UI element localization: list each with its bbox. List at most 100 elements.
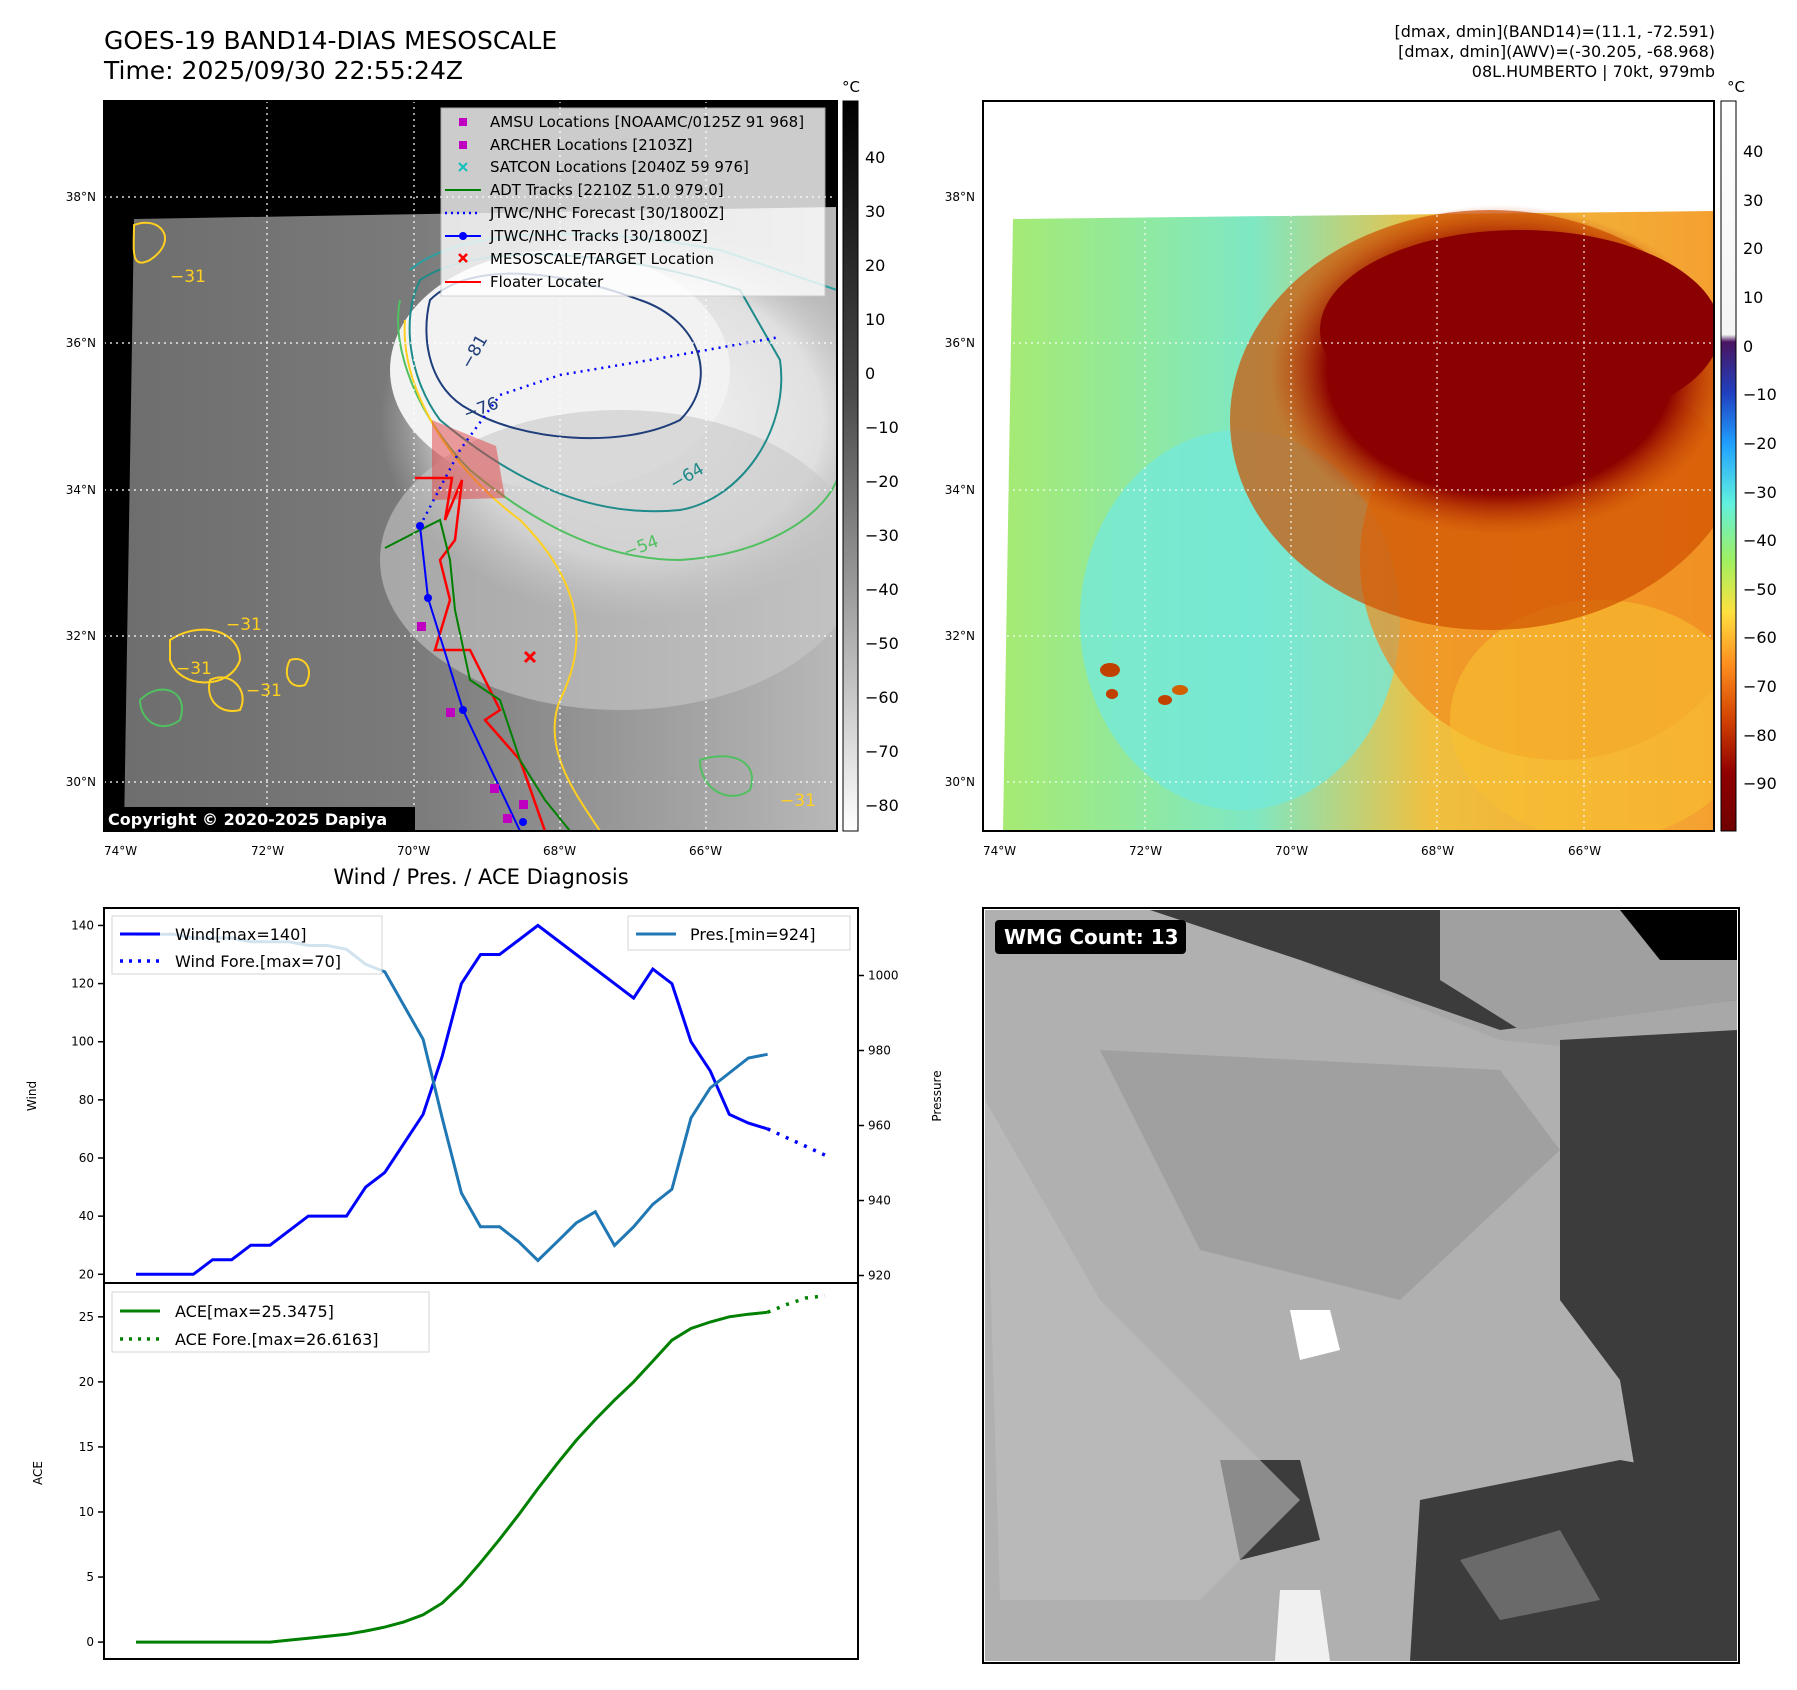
contour-label: −31	[170, 267, 206, 287]
gray-colorbar	[842, 100, 859, 832]
cbar-tick: −60	[865, 688, 899, 707]
figure-time: Time: 2025/09/30 22:55:24Z	[104, 56, 463, 85]
lat-tick: 38°N	[66, 190, 96, 204]
cbar-tick: −40	[1743, 531, 1777, 550]
legend-label: AMSU Locations [NOAAMC/0125Z 91 968]	[490, 113, 804, 131]
wmg-panel	[982, 907, 1740, 1664]
lon-tick: 68°W	[1421, 844, 1454, 858]
cbar-tick: −20	[1743, 434, 1777, 453]
ace-tick-label: 10	[79, 1505, 94, 1519]
cbar-tick: 0	[1743, 337, 1753, 356]
wind-axis-label: Wind	[25, 1081, 39, 1111]
diag-title: Wind / Pres. / ACE Diagnosis	[333, 865, 628, 889]
legend-label: Pres.[min=924]	[690, 925, 815, 944]
cbar-tick: −50	[865, 634, 899, 653]
wind-tick-label: 60	[79, 1151, 94, 1165]
cbar-tick: −70	[1743, 677, 1777, 696]
lat-tick: 34°N	[66, 483, 96, 497]
cbar-tick: 30	[1743, 191, 1763, 210]
storm-info: 08L.HUMBERTO | 70kt, 979mb	[1471, 62, 1715, 81]
cbar-tick: −80	[865, 796, 899, 815]
cbar-tick: 10	[1743, 288, 1763, 307]
contour-label: −31	[246, 681, 282, 701]
lon-tick: 70°W	[1275, 844, 1308, 858]
pres-tick-label: 940	[868, 1194, 891, 1208]
ace-legend: ACE[max=25.3475] ACE Fore.[max=26.6163]	[111, 1291, 430, 1353]
cbar-tick: −80	[1743, 726, 1777, 745]
gray-colorbar-ticks: 40 30 20 10 0 −10 −20 −30 −40 −50 −60 −7…	[865, 148, 899, 815]
legend-marker-target	[458, 253, 468, 263]
legend-label: Wind Fore.[max=70]	[175, 952, 341, 971]
wind-tick-label: 100	[71, 1035, 94, 1049]
cbar-tick: −30	[865, 526, 899, 545]
wind-tick-label: 80	[79, 1093, 94, 1107]
wmg-count-text: WMG Count: 13	[1004, 925, 1179, 949]
figure-title: GOES-19 BAND14-DIAS MESOSCALE	[104, 26, 558, 55]
legend-label: ACE Fore.[max=26.6163]	[175, 1330, 379, 1349]
awv-map-panel	[983, 101, 1714, 831]
legend-marker-archer	[459, 141, 467, 149]
contour-label: −31	[226, 615, 262, 635]
series-line-ace-fore	[766, 1294, 826, 1314]
map2-lon-ticks: 74°W 72°W 70°W 68°W 66°W	[983, 844, 1601, 858]
lat-tick: 30°N	[66, 775, 96, 789]
legend-marker-amsu	[459, 118, 467, 126]
pres-legend: Pres.[min=924]	[627, 915, 851, 951]
wmg-count-badge	[995, 920, 1186, 954]
pres-tick-label: 1000	[868, 969, 899, 983]
lon-tick: 74°W	[983, 844, 1016, 858]
legend-marker-satcon	[458, 162, 468, 172]
lat-tick: 36°N	[945, 336, 975, 350]
cbar-tick: 40	[865, 148, 885, 167]
wind-tick-label: 120	[71, 977, 94, 991]
wind-pres-chart: 20 40 60 80 100 120 140 920 940 960 980 1000	[71, 918, 898, 1282]
cbar-tick: −50	[1743, 580, 1777, 599]
lon-tick: 72°W	[251, 844, 284, 858]
series-line-wind	[136, 923, 769, 1276]
copyright-text: Copyright © 2020-2025 Dapiya	[108, 810, 387, 829]
cbar-tick: 40	[1743, 142, 1763, 161]
legend-label: Wind[max=140]	[175, 925, 307, 944]
ace-tick-label: 25	[79, 1310, 94, 1324]
pres-tick-label: 960	[868, 1119, 891, 1133]
cbar-tick: −10	[1743, 385, 1777, 404]
lon-tick: 68°W	[543, 844, 576, 858]
map-legend: AMSU Locations [NOAAMC/0125Z 91 968] ARC…	[440, 107, 826, 297]
cbar-tick: −40	[865, 580, 899, 599]
copyright-box	[104, 807, 415, 831]
lat-tick: 30°N	[945, 775, 975, 789]
cbar-tick: −60	[1743, 628, 1777, 647]
series-line-ace	[136, 1310, 768, 1644]
lat-tick: 38°N	[945, 190, 975, 204]
wind-tick-label: 20	[79, 1267, 94, 1281]
ir-map-frame	[103, 100, 838, 832]
contour-label: −31	[780, 791, 816, 811]
legend-label: ADT Tracks [2210Z 51.0 979.0]	[490, 181, 724, 199]
legend-label: ACE[max=25.3475]	[175, 1302, 334, 1321]
lat-tick: 36°N	[66, 336, 96, 350]
cbar-tick: −70	[865, 742, 899, 761]
cbar-tick: −90	[1743, 774, 1777, 793]
legend-label: ARCHER Locations [2103Z]	[490, 136, 693, 154]
wind-legend: Wind[max=140] Wind Fore.[max=70]	[111, 915, 383, 975]
legend-marker-tracks-dot	[459, 232, 467, 240]
pressure-axis-label: Pressure	[930, 1070, 944, 1121]
lon-tick: 66°W	[1568, 844, 1601, 858]
contour-label: −31	[176, 659, 212, 679]
gray-colorbar-unit: °C	[842, 78, 860, 96]
lon-tick: 70°W	[397, 844, 430, 858]
lat-tick: 32°N	[945, 629, 975, 643]
cbar-tick: 0	[865, 364, 875, 383]
awv-colorbar-ticks: 40 30 20 10 0 −10 −20 −30 −40 −50 −60 −7…	[1743, 142, 1777, 793]
map1-lat-ticks: 38°N 36°N 34°N 32°N 30°N	[66, 190, 96, 789]
wind-tick-label: 40	[79, 1209, 94, 1223]
legend-label: SATCON Locations [2040Z 59 976]	[490, 158, 749, 176]
lon-tick: 72°W	[1129, 844, 1162, 858]
ace-chart: 0 5 10 15 20 25	[79, 1294, 826, 1649]
lat-tick: 32°N	[66, 629, 96, 643]
ace-tick-label: 5	[86, 1570, 94, 1584]
legend-label: MESOSCALE/TARGET Location	[490, 250, 714, 268]
legend-label: JTWC/NHC Tracks [30/1800Z]	[489, 227, 708, 245]
cbar-tick: −20	[865, 472, 899, 491]
